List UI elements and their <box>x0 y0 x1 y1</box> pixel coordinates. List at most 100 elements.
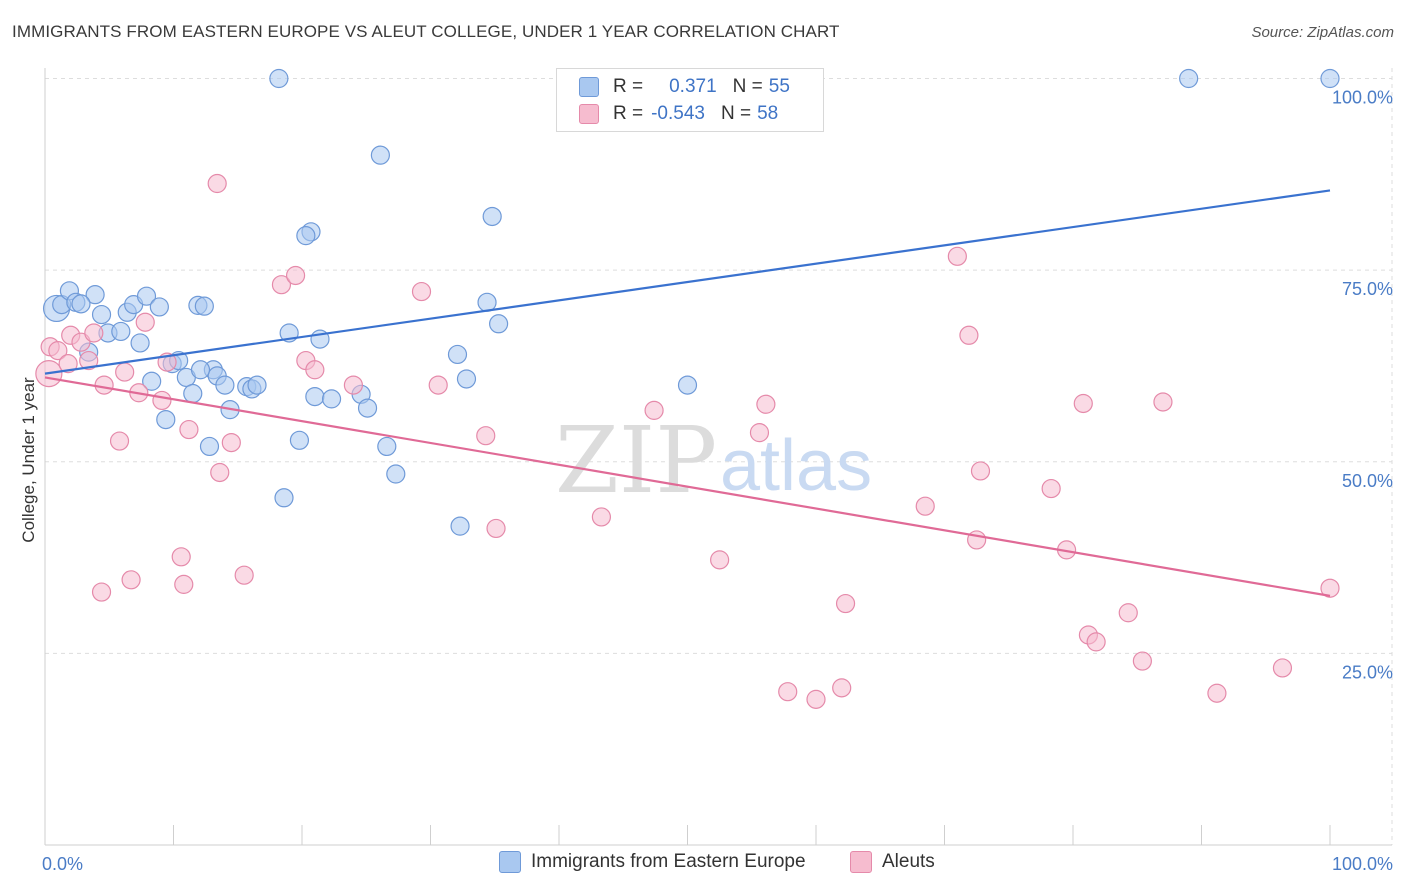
scatter-point <box>482 206 502 227</box>
scatter-point <box>386 464 406 484</box>
trend-lines <box>44 189 1331 597</box>
scatter-point <box>136 286 157 306</box>
n-label: N = <box>720 103 752 124</box>
scatter-point <box>111 321 131 342</box>
scatter-point <box>247 375 267 395</box>
scatter-point <box>85 285 105 305</box>
scatter-point <box>121 570 141 590</box>
scatter-point <box>289 430 310 450</box>
scatter-point <box>305 386 325 407</box>
scatter-point <box>428 375 448 395</box>
scatter-point <box>947 246 967 266</box>
stats-row-immigrants: R = 0.371 N = 55 <box>579 73 790 101</box>
scatter-point <box>970 461 991 481</box>
scatter-point <box>194 296 214 316</box>
scatter-point <box>1132 651 1152 671</box>
x-tick-label: 0.0% <box>42 854 83 874</box>
scatter-point <box>130 333 150 353</box>
scatter-point <box>274 488 294 508</box>
scatter-point <box>447 344 468 365</box>
scatter-point <box>58 354 78 374</box>
stats-legend: R = 0.371 N = 55 R = -0.543 N = 58 <box>556 68 824 132</box>
scatter-point <box>109 431 130 451</box>
x-tick-label: 100.0% <box>1332 854 1393 874</box>
series-aleuts-points <box>35 173 1340 709</box>
legend-swatch-aleuts <box>850 851 872 873</box>
scatter-point <box>149 297 169 317</box>
scatter-point <box>91 582 112 602</box>
scatter-point <box>199 436 220 457</box>
scatter-point <box>91 304 112 325</box>
scatter-point <box>1320 578 1340 598</box>
scatter-point <box>778 682 798 702</box>
scatter-point <box>71 294 91 314</box>
watermark-zip: ZIP <box>555 407 717 514</box>
legend-item-aleuts[interactable]: Aleuts <box>850 851 935 873</box>
r-label: R = <box>613 103 644 124</box>
scatter-point <box>1153 392 1173 412</box>
scatter-point <box>234 565 254 585</box>
r-value: 0.371 <box>669 76 717 97</box>
scatter-point <box>1073 393 1093 414</box>
scatter-point <box>48 341 68 361</box>
scatter-point <box>210 462 230 483</box>
scatter-point <box>489 314 509 334</box>
scatter-point <box>215 375 235 395</box>
legend-label-aleuts: Aleuts <box>882 851 935 872</box>
swatch-aleuts <box>579 104 599 124</box>
scatter-point <box>1086 632 1106 652</box>
r-value: -0.543 <box>651 103 705 124</box>
y-tick-label: 50.0% <box>1342 471 1393 491</box>
scatter-point <box>135 312 155 332</box>
legend-label-immigrants: Immigrants from Eastern Europe <box>531 851 806 872</box>
scatter-point <box>190 360 211 380</box>
y-axis-label: College, Under 1 year <box>19 377 38 543</box>
scatter-point <box>959 325 979 345</box>
y-tick-label: 100.0% <box>1332 88 1393 108</box>
scatter-point <box>296 226 316 246</box>
scatter-point <box>79 350 99 371</box>
stats-row-aleuts: R = -0.543 N = 58 <box>579 100 778 128</box>
scatter-point <box>271 275 292 295</box>
y-tick-label: 25.0% <box>1342 662 1393 682</box>
scatter-point <box>207 173 227 194</box>
scatter-point <box>1207 683 1227 703</box>
scatter-point <box>171 547 191 567</box>
scatter-point <box>1179 68 1199 89</box>
scatter-point <box>806 689 826 709</box>
scatter-point <box>476 426 496 446</box>
scatter-point <box>1041 478 1061 499</box>
scatter-point <box>450 516 470 536</box>
legend-item-immigrants[interactable]: Immigrants from Eastern Europe <box>499 851 806 873</box>
scatter-point <box>321 389 342 409</box>
scatter-point <box>179 419 199 440</box>
scatter-point <box>174 574 194 594</box>
axes <box>44 68 1392 846</box>
scatter-point <box>644 400 664 420</box>
scatter-point <box>835 593 856 614</box>
swatch-immigrants <box>579 77 599 97</box>
scatter-point <box>377 436 397 457</box>
tick-labels: 25.0% 50.0% 75.0% 100.0% 0.0% 100.0% <box>42 88 1393 875</box>
scatter-point <box>832 678 852 698</box>
scatter-point <box>269 68 289 89</box>
scatter-point <box>84 323 104 343</box>
grid-lines <box>45 68 1393 845</box>
scatter-point <box>1118 603 1138 623</box>
n-value: 58 <box>757 103 779 124</box>
scatter-point <box>285 265 306 286</box>
watermark-atlas: atlas <box>720 426 872 506</box>
scatter-point <box>677 375 698 395</box>
scatter-point <box>221 432 241 453</box>
y-tick-label: 75.0% <box>1342 279 1393 299</box>
scatter-point <box>710 550 730 570</box>
scatter-point <box>756 394 776 414</box>
chart-title: IMMIGRANTS FROM EASTERN EUROPE VS ALEUT … <box>12 22 840 41</box>
series-immigrants-points <box>42 68 1340 536</box>
scatter-point <box>915 496 935 516</box>
scatter-point <box>411 281 432 302</box>
scatter-point <box>152 390 172 411</box>
r-label: R = <box>613 76 644 97</box>
scatter-point <box>142 371 162 391</box>
